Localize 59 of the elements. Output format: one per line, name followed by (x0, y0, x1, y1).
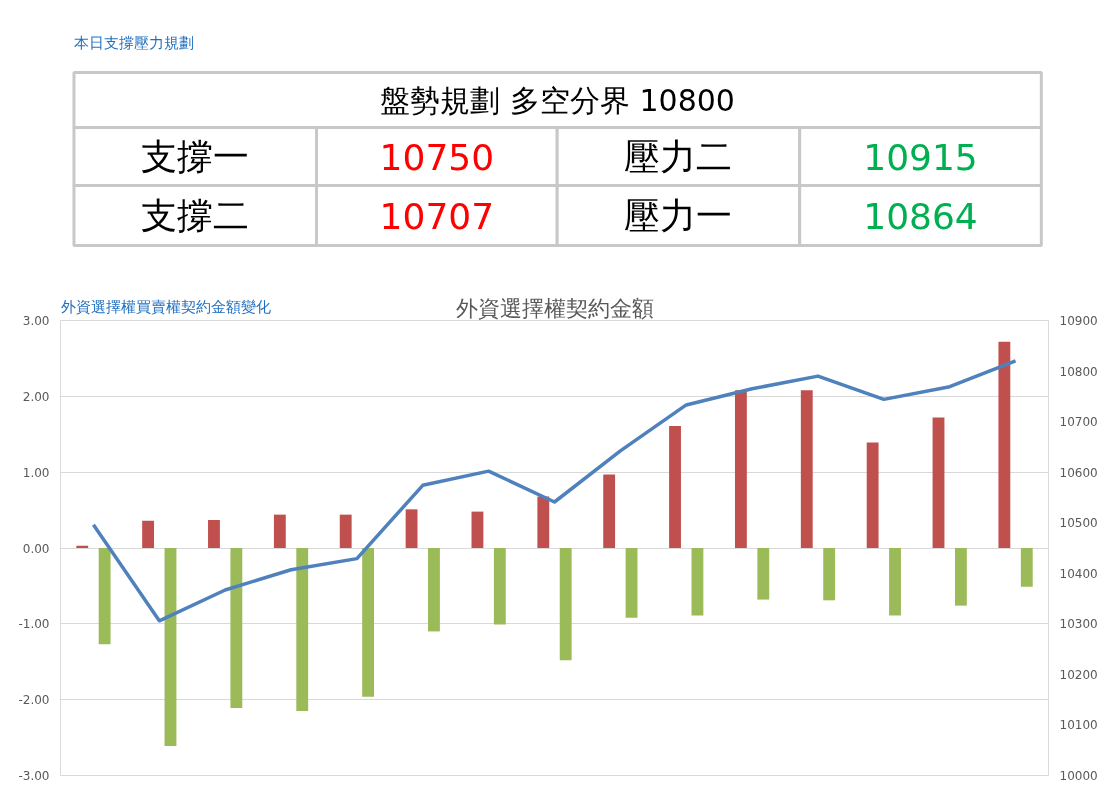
bar (230, 548, 243, 709)
bar (428, 548, 440, 632)
y2-tick-label: 10000 (1059, 769, 1098, 783)
y-tick-label: -1.00 (18, 617, 50, 632)
text: 支撐二 (141, 195, 250, 236)
y-tick-label: 1.00 (22, 465, 50, 480)
y2-tick-label: 10400 (1059, 566, 1098, 581)
chart-subtitle: 外資選擇權契約金額 (455, 295, 654, 321)
text: 壓力二 (624, 136, 733, 177)
chart-title: 外資選擇權買賣權契約金額變化 (60, 297, 271, 316)
bar (493, 548, 506, 625)
bar (142, 520, 155, 548)
bar (625, 548, 638, 618)
y2-tick-label: 10100 (1059, 718, 1098, 733)
y-tick-label: 0.00 (22, 541, 50, 556)
bar (669, 425, 681, 548)
bar (998, 341, 1011, 548)
bar (954, 548, 967, 606)
bar (932, 417, 945, 548)
y2-tick-label: 10800 (1059, 364, 1098, 379)
text: 盤勢規劃 多空分界 10800 (380, 82, 735, 118)
y2-tick-label: 10200 (1059, 667, 1098, 682)
bar (800, 390, 813, 548)
text: 10750 (379, 136, 495, 178)
text: 壓力一 (624, 195, 733, 236)
bar (208, 519, 220, 548)
y2-tick-label: 10500 (1059, 516, 1098, 531)
y-tick-label: 2.00 (22, 389, 50, 404)
bar (559, 548, 572, 661)
line-series (91, 359, 1018, 623)
bar (296, 548, 309, 712)
bar (757, 548, 770, 600)
y2-tick-label: 10300 (1059, 617, 1098, 632)
text: 10707 (379, 195, 495, 237)
bar (405, 509, 418, 548)
y2-tick-label: 10700 (1059, 415, 1098, 430)
bar (866, 442, 879, 548)
bar (691, 548, 704, 616)
bar (823, 548, 836, 601)
y2-tick-label: 10900 (1059, 314, 1098, 328)
text: 10864 (863, 195, 978, 237)
bar (1020, 548, 1033, 587)
text: 支撐一 (141, 136, 250, 177)
bar (734, 390, 747, 548)
text: 本日支撐壓力規劃 (73, 33, 194, 52)
bar (537, 496, 550, 548)
y-tick-label: -2.00 (18, 693, 50, 708)
bar (889, 548, 901, 616)
bar (362, 548, 375, 697)
bar (471, 511, 484, 548)
bar (98, 548, 111, 645)
bar (273, 514, 286, 548)
y-tick-label: -3.00 (18, 769, 50, 783)
bar (164, 548, 177, 746)
y-tick-label: 3.00 (22, 314, 50, 328)
text: 10915 (863, 136, 978, 178)
bar (339, 514, 352, 548)
y2-tick-label: 10600 (1059, 465, 1098, 480)
bar (603, 474, 616, 548)
